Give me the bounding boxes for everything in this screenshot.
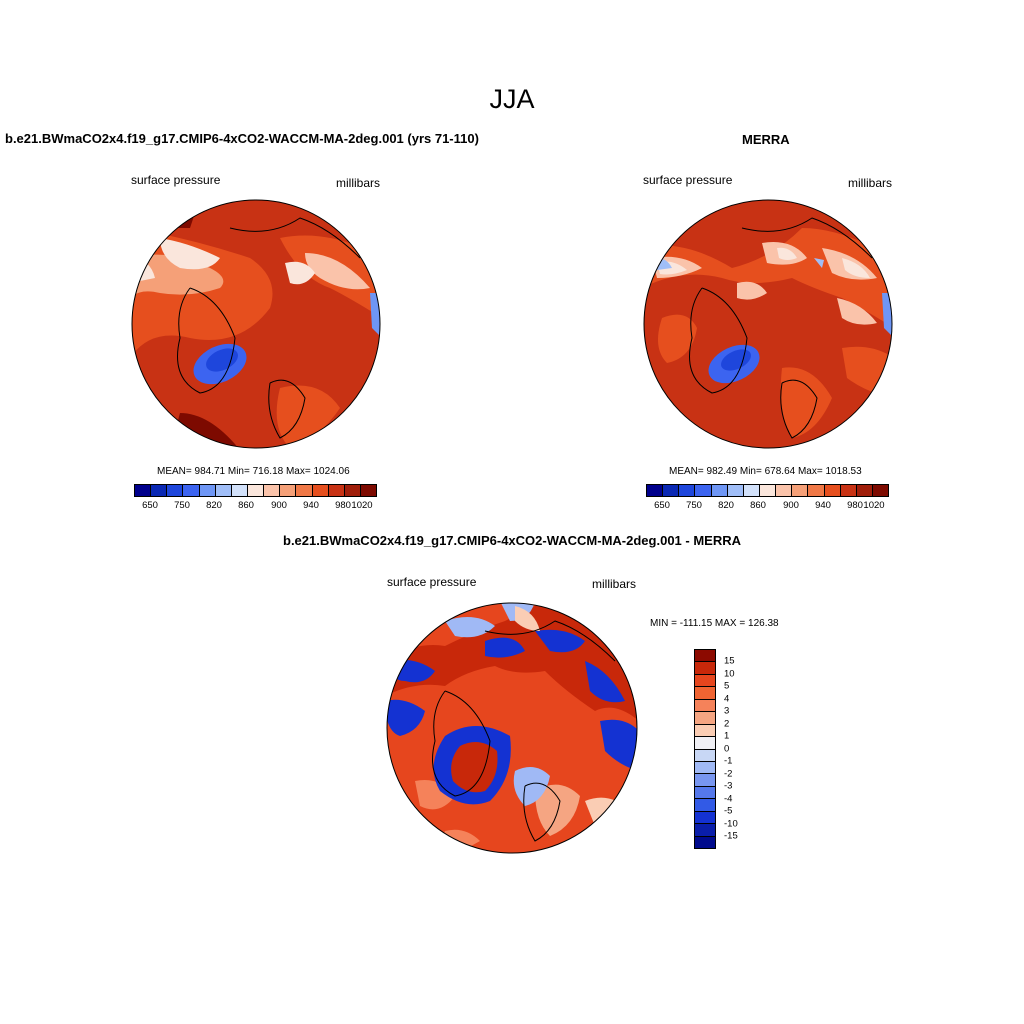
diff-left-label: surface pressure [387,575,477,589]
diff-cbar-tick: 5 [724,680,730,692]
model-right-label: millibars [336,176,381,190]
obs-cbar-tick: 820 [718,500,734,511]
obs-right-label: millibars [848,176,893,190]
model-colorbar: 650 750 820 860 900 940 980 1020 [134,484,377,511]
diff-cbar-tick: 10 [724,668,735,680]
obs-left-label: surface pressure [643,173,733,187]
diff-minmax: MIN = -111.15 MAX = 126.38 [650,618,779,629]
model-cbar-tick: 980 [335,500,351,511]
obs-cbar-tick: 980 [847,500,863,511]
diff-colorbar: 15 10 5 4 3 2 1 0 -1 -2 -3 -4 -5 -10 -15 [694,649,774,849]
diff-cbar-tick: 2 [724,718,730,730]
diff-right-label: millibars [592,577,637,591]
model-colorbar-boxes [134,484,377,497]
diff-cbar-tick: -4 [724,793,733,805]
model-cbar-tick: 940 [303,500,319,511]
diff-colorbar-boxes [694,649,716,849]
diff-cbar-tick: -2 [724,768,733,780]
model-cbar-tick: 900 [271,500,287,511]
obs-cbar-tick: 750 [686,500,702,511]
diff-cbar-tick: -1 [724,755,733,767]
diff-cbar-tick: 4 [724,693,730,705]
obs-stats: MEAN= 982.49 Min= 678.64 Max= 1018.53 [669,466,862,477]
diff-cbar-tick: 0 [724,743,730,755]
diff-cbar-tick: 3 [724,705,730,717]
model-cbar-tick: 820 [206,500,222,511]
model-left-label: surface pressure [131,173,221,187]
obs-cbar-tick: 650 [654,500,670,511]
model-cbar-tick: 860 [238,500,254,511]
model-cbar-tick: 650 [142,500,158,511]
figure-title: JJA [489,84,535,114]
model-cbar-tick: 750 [174,500,190,511]
diff-panel-title: b.e21.BWmaCO2x4.f19_g17.CMIP6-4xCO2-WACC… [283,533,741,548]
diff-cbar-tick: -3 [724,780,733,792]
obs-polar-map [643,199,893,449]
obs-panel-title: MERRA [742,132,790,147]
obs-colorbar-boxes [646,484,889,497]
diff-polar-map [386,602,638,854]
model-stats: MEAN= 984.71 Min= 716.18 Max= 1024.06 [157,466,350,477]
obs-cbar-tick: 900 [783,500,799,511]
model-panel-title: b.e21.BWmaCO2x4.f19_g17.CMIP6-4xCO2-WACC… [5,131,479,146]
obs-cbar-tick: 1020 [863,500,885,511]
diff-cbar-tick: 1 [724,730,730,742]
model-cbar-tick: 1020 [351,500,373,511]
obs-cbar-tick: 940 [815,500,831,511]
obs-colorbar: 650 750 820 860 900 940 980 1020 [646,484,889,511]
diff-cbar-tick: -5 [724,805,733,817]
diff-cbar-tick: 15 [724,655,735,667]
diff-cbar-tick: -10 [724,818,738,830]
model-polar-map [131,199,381,449]
obs-cbar-tick: 860 [750,500,766,511]
diff-cbar-tick: -15 [724,830,738,842]
